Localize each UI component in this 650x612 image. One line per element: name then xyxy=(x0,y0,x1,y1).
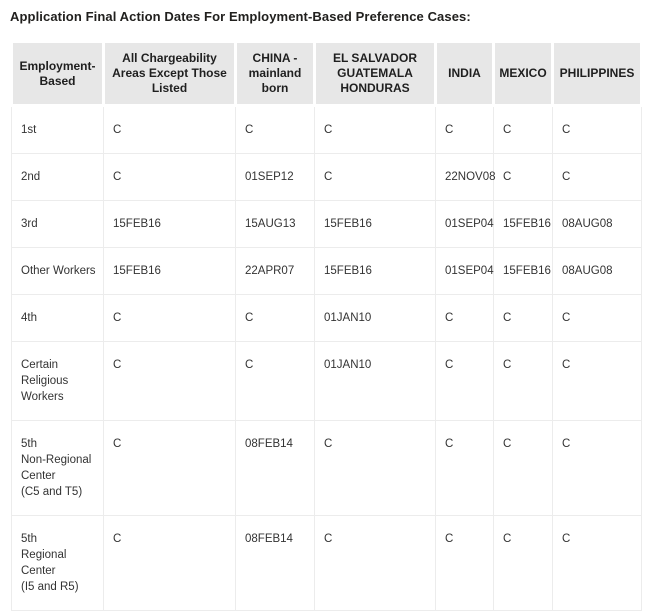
date-cell: 15FEB16 xyxy=(493,200,553,248)
date-cell: 08AUG08 xyxy=(552,247,642,295)
date-cell: C xyxy=(435,420,494,516)
date-cell: 22APR07 xyxy=(235,247,315,295)
row-eb5-regional-center: 5th Regional Center (I5 and R5) C 08FEB1… xyxy=(11,515,642,611)
date-cell: 15FEB16 xyxy=(103,200,236,248)
date-cell: C xyxy=(493,294,553,342)
date-cell: C xyxy=(103,341,236,421)
row-eb2: 2nd C 01SEP12 C 22NOV08 C C xyxy=(11,153,642,201)
date-cell: C xyxy=(235,294,315,342)
date-cell: C xyxy=(103,153,236,201)
date-cell: C xyxy=(552,105,642,154)
col-header-all-chargeability: All Chargeability Areas Except Those Lis… xyxy=(102,40,237,107)
date-cell: C xyxy=(493,420,553,516)
date-cell: C xyxy=(235,341,315,421)
date-cell: C xyxy=(103,515,236,611)
date-cell: 01JAN10 xyxy=(314,294,436,342)
date-cell: C xyxy=(314,153,436,201)
date-cell: 15FEB16 xyxy=(314,247,436,295)
date-cell: 08FEB14 xyxy=(235,420,315,516)
date-cell: 08FEB14 xyxy=(235,515,315,611)
date-cell: 01SEP12 xyxy=(235,153,315,201)
row-label: 4th xyxy=(11,294,104,342)
date-cell: C xyxy=(552,153,642,201)
date-cell: 08AUG08 xyxy=(552,200,642,248)
col-header-mexico: MEXICO xyxy=(492,40,554,107)
row-label: Certain Religious Workers xyxy=(11,341,104,421)
date-cell: C xyxy=(435,515,494,611)
row-eb4: 4th C C 01JAN10 C C C xyxy=(11,294,642,342)
date-cell: C xyxy=(314,105,436,154)
date-cell: C xyxy=(493,341,553,421)
date-cell: 15FEB16 xyxy=(493,247,553,295)
row-eb3: 3rd 15FEB16 15AUG13 15FEB16 01SEP04 15FE… xyxy=(11,200,642,248)
date-cell: 15FEB16 xyxy=(314,200,436,248)
row-eb5-non-regional-center: 5th Non-Regional Center (C5 and T5) C 08… xyxy=(11,420,642,516)
date-cell: C xyxy=(552,515,642,611)
header-row: Employment- Based All Chargeability Area… xyxy=(10,40,643,107)
row-certain-religious-workers: Certain Religious Workers C C 01JAN10 C … xyxy=(11,341,642,421)
final-action-dates-table: Employment- Based All Chargeability Area… xyxy=(10,40,643,611)
date-cell: 15FEB16 xyxy=(103,247,236,295)
row-label: 2nd xyxy=(11,153,104,201)
date-cell: 01SEP04 xyxy=(435,247,494,295)
col-header-philippines: PHILIPPINES xyxy=(551,40,643,107)
date-cell: C xyxy=(103,420,236,516)
date-cell: C xyxy=(435,105,494,154)
date-cell: C xyxy=(314,515,436,611)
row-label: 1st xyxy=(11,105,104,154)
date-cell: C xyxy=(552,420,642,516)
date-cell: C xyxy=(103,105,236,154)
date-cell: C xyxy=(552,341,642,421)
date-cell: C xyxy=(493,153,553,201)
date-cell: 22NOV08 xyxy=(435,153,496,201)
col-header-india: INDIA xyxy=(434,40,495,107)
row-label: 3rd xyxy=(11,200,104,248)
page-title: Application Final Action Dates For Emplo… xyxy=(10,9,471,24)
date-cell: C xyxy=(435,341,494,421)
date-cell: C xyxy=(552,294,642,342)
row-label: 5th Non-Regional Center (C5 and T5) xyxy=(11,420,104,516)
date-cell: C xyxy=(493,105,553,154)
row-eb1: 1st C C C C C C xyxy=(11,105,642,154)
date-cell: 01SEP04 xyxy=(435,200,494,248)
col-header-employment-based: Employment- Based xyxy=(10,40,105,107)
date-cell: 01JAN10 xyxy=(314,341,436,421)
date-cell: 15AUG13 xyxy=(235,200,315,248)
row-label: 5th Regional Center (I5 and R5) xyxy=(11,515,104,611)
col-header-el-salvador-guatemala-honduras: EL SALVADOR GUATEMALA HONDURAS xyxy=(313,40,437,107)
row-other-workers: Other Workers 15FEB16 22APR07 15FEB16 01… xyxy=(11,247,642,295)
row-label: Other Workers xyxy=(11,247,104,295)
col-header-china-mainland-born: CHINA - mainland born xyxy=(234,40,316,107)
date-cell: C xyxy=(435,294,494,342)
date-cell: C xyxy=(314,420,436,516)
date-cell: C xyxy=(235,105,315,154)
date-cell: C xyxy=(103,294,236,342)
date-cell: C xyxy=(493,515,553,611)
